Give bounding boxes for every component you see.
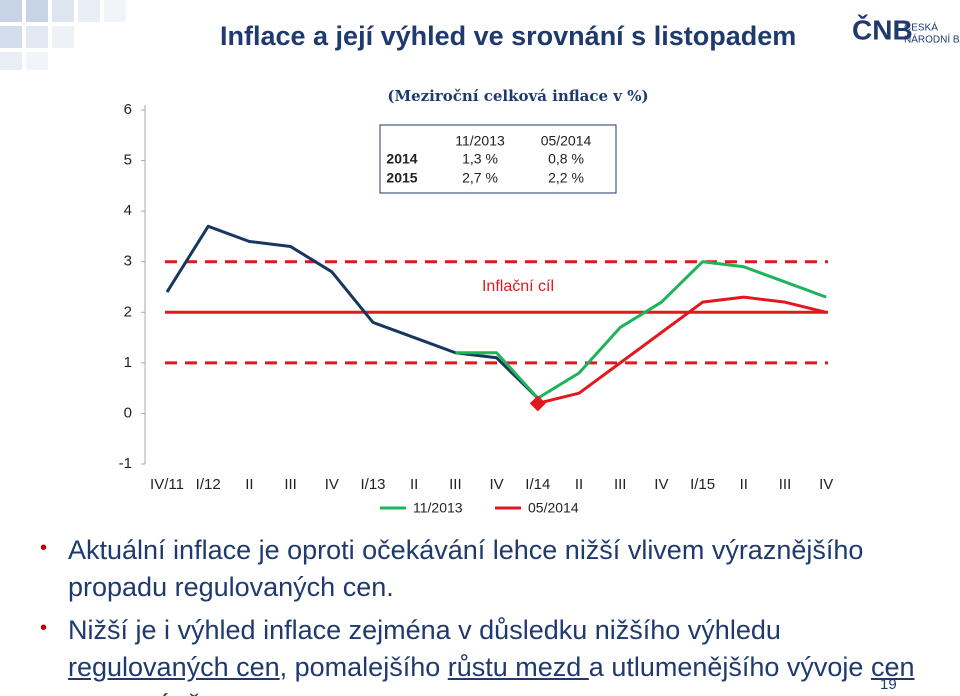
series-line <box>537 295 827 405</box>
y-tick-label: 4 <box>124 202 132 219</box>
y-tick-label: 6 <box>124 101 132 118</box>
legend-label: 11/2013 <box>413 500 463 516</box>
table-cell: 0,8 % <box>548 151 584 167</box>
y-tick-label: 5 <box>124 152 132 169</box>
x-tick-label: IV/11 <box>150 476 184 493</box>
bullet-text: cen v eurozóně <box>68 652 915 696</box>
y-tick-label: 0 <box>124 404 132 421</box>
series-line <box>165 224 539 400</box>
x-tick-label: IV <box>819 476 833 493</box>
x-tick-label: III <box>614 476 627 493</box>
table-cell: 1,3 % <box>462 151 498 167</box>
x-tick-label: II <box>245 476 253 493</box>
logo-text: NÁRODNÍ BANKA <box>904 33 960 46</box>
table-header: 05/2014 <box>541 133 592 149</box>
x-tick-label: IV <box>654 476 668 493</box>
y-tick-label: 1 <box>124 354 132 371</box>
x-tick-label: II <box>575 476 583 493</box>
bullet-text: a utlumenějšího vývoje <box>588 652 871 682</box>
series-line <box>455 260 827 400</box>
bullet-text: růstu mezd <box>447 652 589 682</box>
bullet: Nižší je i výhled inflace zejména v důsl… <box>40 610 920 696</box>
x-tick-label: III <box>779 476 792 493</box>
legend-label: 05/2014 <box>528 500 579 516</box>
bullet-text: regulovaných cen <box>68 652 280 682</box>
point-marker <box>529 395 546 412</box>
chart-subtitle: (Meziroční celková inflace v %) <box>387 87 648 105</box>
corner-mosaic <box>0 0 126 70</box>
x-tick-label: I/12 <box>196 476 221 493</box>
y-tick-label: 3 <box>124 253 132 270</box>
x-tick-label: IV <box>490 476 504 493</box>
table-cell: 2,7 % <box>462 170 498 186</box>
logo-mark: ČNB <box>852 13 913 45</box>
x-tick-label: IV <box>325 476 339 493</box>
x-tick-label: II <box>410 476 418 493</box>
x-tick-label: III <box>449 476 462 493</box>
table-cell: 2015 <box>386 170 417 186</box>
x-tick-label: I/14 <box>525 476 550 493</box>
x-tick-label: II <box>740 476 748 493</box>
x-tick-label: I/15 <box>690 476 715 493</box>
table-header: 11/2013 <box>455 133 505 149</box>
table-cell: 2,2 % <box>548 170 584 186</box>
slide-title: Inflace a její výhled ve srovnání s list… <box>220 21 796 51</box>
bullet-text: Nižší je i výhled inflace zejména v důsl… <box>68 615 781 645</box>
x-tick-label: III <box>284 476 297 493</box>
annotation: Inflační cíl <box>482 278 554 295</box>
inset-table-frame <box>379 124 617 194</box>
bullets: Aktuální inflace je oproti očekávání leh… <box>40 530 920 696</box>
logo-text: ČESKÁ <box>904 21 938 34</box>
x-tick-label: I/13 <box>360 476 385 493</box>
y-tick-label: 2 <box>124 303 132 320</box>
bullet-text: , pomalejšího <box>279 652 448 682</box>
page-number: 19 <box>880 676 897 693</box>
bullet: Aktuální inflace je oproti očekávání leh… <box>40 530 920 606</box>
bullet-text: Aktuální inflace je oproti očekávání leh… <box>68 535 864 602</box>
bullet-text: . <box>202 689 210 696</box>
y-tick-label: -1 <box>119 455 132 472</box>
table-cell: 2014 <box>386 151 417 167</box>
